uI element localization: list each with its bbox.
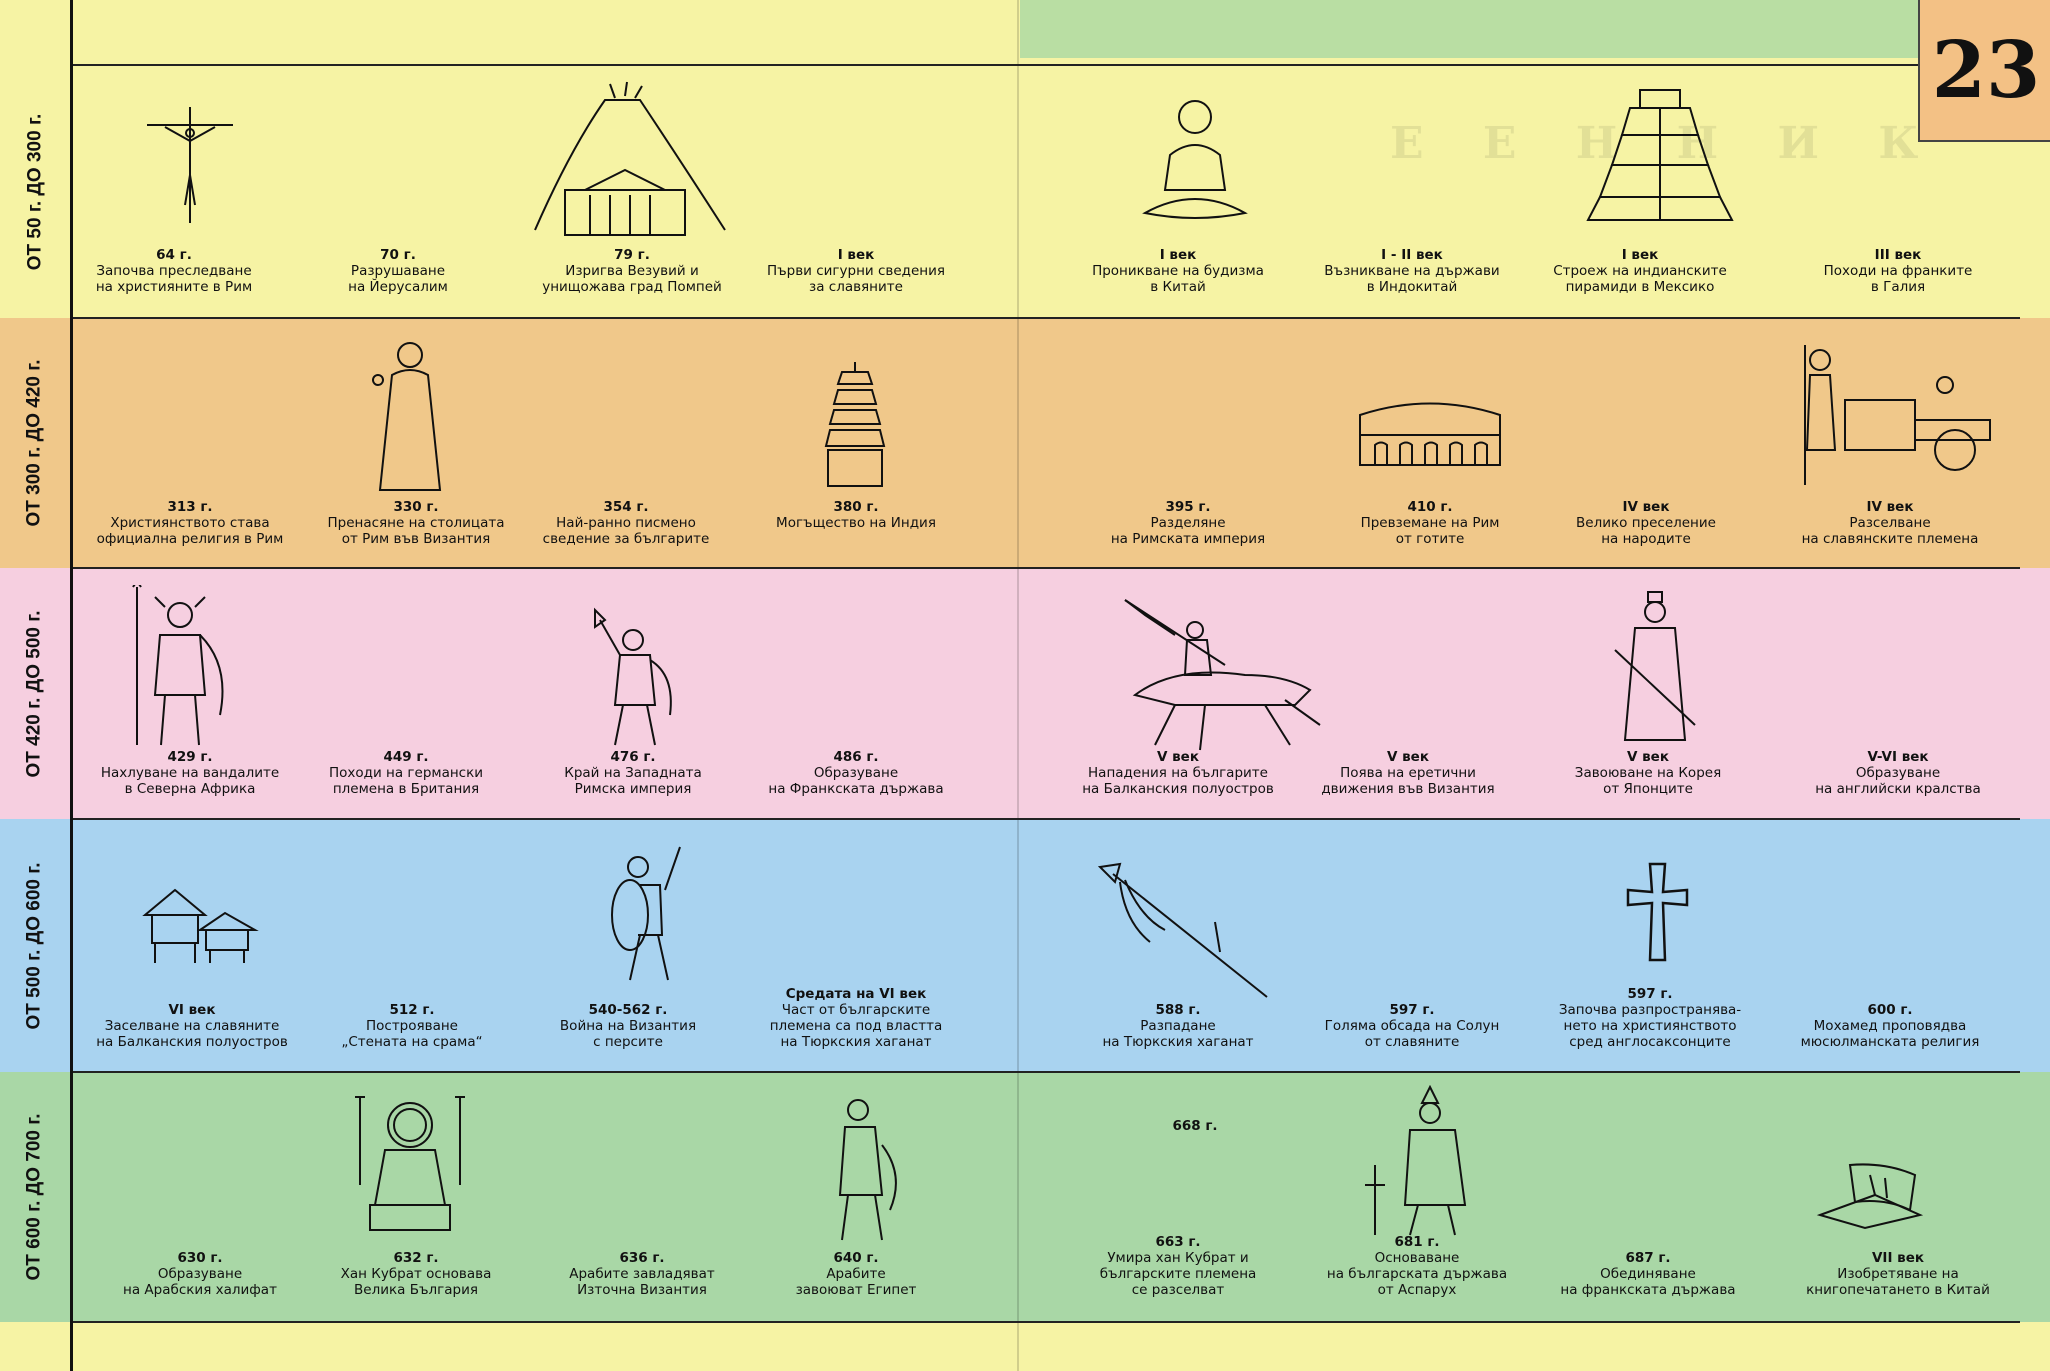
ox-cart-icon [1795,340,1995,490]
event-1c-buddhism: I век Проникване на будизма в Китай [1092,247,1264,295]
event-597-christianity: 597 г. Започва разпространява- нето на хр… [1558,986,1742,1050]
event-630: 630 г. Образуване на Арабския халифат [123,1250,277,1298]
row-band-4 [0,819,2050,1072]
watermark-text: Е Е Н Н И К [1390,118,1941,169]
event-5c-bulgar-raids: V век Нападения на българите на Балкански… [1082,749,1274,797]
pyramid-icon [1580,85,1740,225]
page-number: 23 [1918,0,2050,142]
bottom-margin [0,1322,2050,1371]
event-5-6c-england: V-VI век Образуване на английски кралства [1815,749,1981,797]
event-681: 681 г. Основаване на българската държава … [1326,1234,1508,1298]
horseman-icon [1115,595,1325,755]
event-540-562: 540-562 г. Война на Византия с персите [559,1002,697,1050]
event-429: 429 г. Нахлуване на вандалите в Северна А… [100,749,280,797]
row-band-1 [0,65,2050,318]
event-3c-franks: III век Походи на франките в Галия [1823,247,1973,295]
page-fold [1017,0,1019,1371]
row-band-3 [0,568,2050,819]
buddha-icon [1140,95,1250,225]
crucifix-icon [145,105,235,225]
period-label-3: ОТ 420 г. ДО 500 г. [24,609,46,778]
viking-spear-icon [125,585,235,750]
event-313: 313 г. Християнството става официална рел… [96,499,284,547]
timeline-axis-line [70,0,73,1371]
period-labels: ОТ 50 г. ДО 300 г. ОТ 300 г. ДО 420 г. О… [0,0,70,1371]
event-5c-heresies: V век Поява на еретични движения във Виза… [1321,749,1495,797]
divider [70,64,2020,66]
top-right-strip [1020,0,2050,58]
arab-warrior-icon [820,1095,910,1245]
event-4c-migration: IV век Велико преселение на народите [1576,499,1716,547]
event-1c-pyramids: I век Строеж на индианските пирамиди в Ме… [1553,247,1727,295]
samurai-icon [1610,590,1700,750]
event-1c-slavs: I век Първи сигурни сведения за славяните [766,247,946,295]
event-640: 640 г. Арабите завоюват Египет [795,1250,917,1298]
divider [70,818,2020,820]
divider [70,317,2020,319]
event-668: 668 г. [1172,1118,1218,1134]
divider [70,1071,2020,1073]
khan-throne-icon [350,1095,470,1235]
event-512: 512 г. Построяване „Стената на срама“ [341,1002,483,1050]
event-395: 395 г. Разделяне на Римската империя [1110,499,1266,547]
scroll-icon [1815,1160,1925,1230]
event-330: 330 г. Пренасяне на столицата от Рим във … [327,499,505,547]
event-mid-6c-turkic: Средата на VI век Част от българските пле… [769,986,943,1050]
event-600: 600 г. Мохамед проповядва мюсюлманската р… [1800,1002,1980,1050]
row-band-2 [0,318,2050,568]
cross-icon [1625,862,1690,962]
event-64: 64 г. Започва преследване на християните … [95,247,253,295]
event-7c-printing: VII век Изобретяване на книгопечатането в… [1806,1250,1990,1298]
event-486: 486 г. Образуване на Франкската държава [768,749,944,797]
event-354: 354 г. Най-ранно писмено сведение за бълг… [542,499,710,547]
event-449: 449 г. Походи на германски племена в Брит… [328,749,484,797]
period-label-4: ОТ 500 г. ДО 600 г. [24,861,46,1030]
event-636: 636 г. Арабите завладяват Източна Византи… [569,1250,715,1298]
event-410: 410 г. Превземане на Рим от готите [1360,499,1500,547]
event-632: 632 г. Хан Кубрат основава Велика Българи… [340,1250,492,1298]
event-1-2c-indochina: I - II век Възникване на държави в Индоки… [1324,247,1500,295]
barbarian-axe-icon [585,605,685,750]
emperor-icon [370,335,450,495]
event-663: 663 г. Умира хан Кубрат и българските пле… [1099,1234,1257,1298]
event-5c-korea: V век Завоюване на Корея от Японците [1574,749,1722,797]
divider [70,1321,2020,1323]
event-70: 70 г. Разрушаване на Йерусалим [348,247,448,295]
spear-icon [1095,862,1275,1002]
row-band-5 [0,1072,2050,1322]
event-588: 588 г. Разпадане на Тюркския хаганат [1102,1002,1254,1050]
period-label-2: ОТ 300 г. ДО 420 г. [24,359,46,527]
volcano-temple-icon [530,80,730,240]
event-380: 380 г. Могъщество на Индия [776,499,936,531]
period-label-1: ОТ 50 г. ДО 300 г. [24,113,46,270]
event-687: 687 г. Обединяване на франкската държава [1560,1250,1736,1298]
colosseum-icon [1355,390,1505,470]
warrior-shield-icon [600,845,690,985]
divider [70,567,2020,569]
event-6c-slavs-balkans: VI век Заселване на славяните на Балканск… [96,1002,288,1050]
event-79: 79 г. Изригва Везувий и унищожава град По… [542,247,722,295]
period-label-5: ОТ 600 г. ДО 700 г. [24,1113,46,1281]
asparuh-icon [1360,1085,1480,1240]
event-597-solun: 597 г. Голяма обсада на Солун от славянит… [1324,1002,1500,1050]
pagoda-icon [820,360,890,490]
huts-icon [140,885,260,965]
event-4c-slavs: IV век Разселване на славянските племена [1801,499,1979,547]
event-476: 476 г. Край на Западната Римска империя [564,749,702,797]
